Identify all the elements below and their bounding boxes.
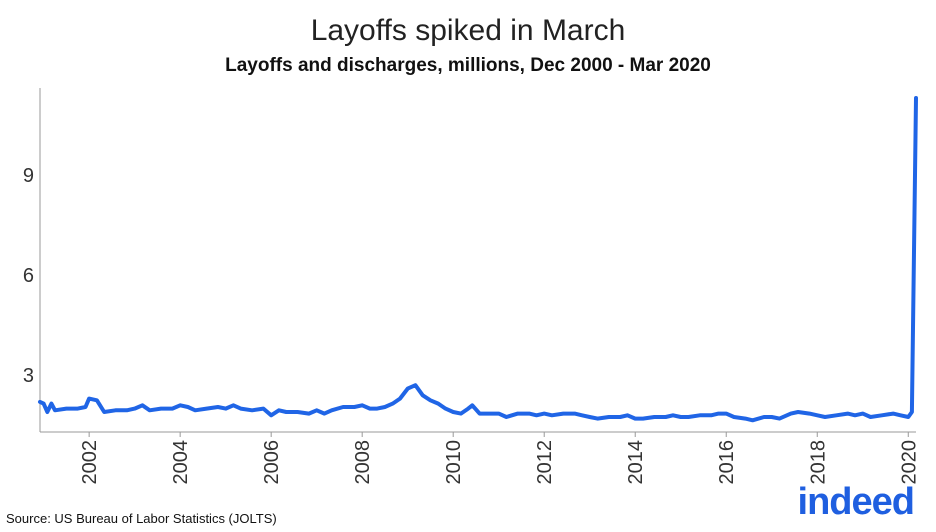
- x-tick-label: 2014: [625, 440, 647, 485]
- y-tick-label: 6: [23, 265, 34, 287]
- series-group: [38, 96, 918, 423]
- chart-title: Layoffs spiked in March: [310, 14, 626, 47]
- x-tick-label: 2020: [898, 440, 920, 485]
- x-tick-label: 2006: [261, 440, 283, 485]
- chart-axes: [39, 88, 916, 433]
- source-note: Source: US Bureau of Labor Statistics (J…: [6, 511, 277, 526]
- x-tick-label: 2012: [534, 440, 556, 485]
- x-tick-label: 2010: [443, 440, 465, 485]
- chart-subtitle: Layoffs and discharges, millions, Dec 20…: [225, 55, 711, 76]
- y-tick-label: 9: [23, 165, 34, 187]
- y-tick-labels: 3 6 9: [23, 165, 34, 387]
- x-tick-label: 2008: [352, 440, 374, 485]
- series-line: [38, 96, 918, 423]
- x-tick-labels: 2002 2004 2006 2008 2010 2012 2014 2016 2018 2020: [79, 432, 920, 485]
- indeed-logo: indeed: [797, 481, 915, 523]
- x-tick-label: 2002: [79, 440, 101, 485]
- x-tick-label: 2016: [716, 440, 738, 485]
- x-tick-label: 2018: [807, 440, 829, 485]
- x-tick-label: 2004: [170, 440, 192, 485]
- y-tick-label: 3: [23, 365, 34, 387]
